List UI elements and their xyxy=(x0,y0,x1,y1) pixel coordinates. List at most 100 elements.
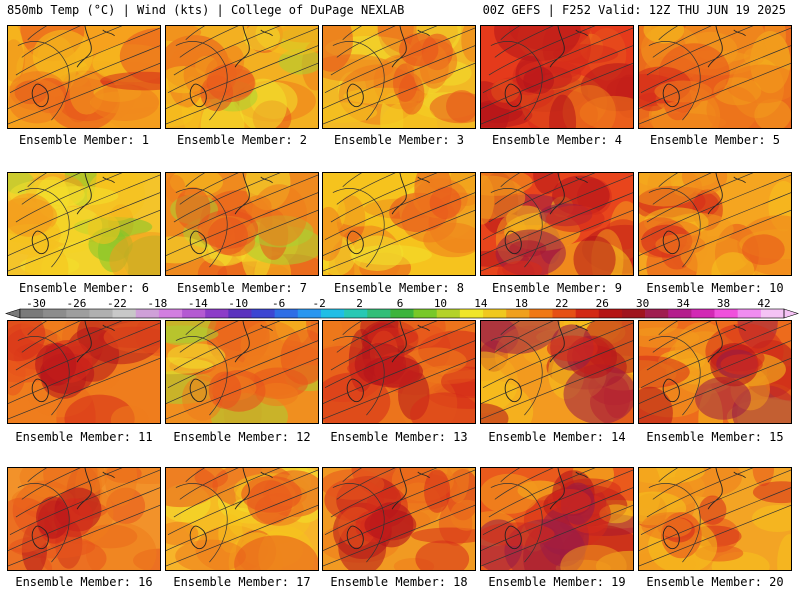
temperature-field-icon xyxy=(166,26,318,128)
colorbar-swatch xyxy=(552,309,576,318)
colorbar-tick-label: 30 xyxy=(636,297,649,310)
temperature-field-icon xyxy=(639,26,791,128)
colorbar-tick-label: 22 xyxy=(555,297,568,310)
ensemble-member-map xyxy=(7,467,161,571)
ensemble-member-map xyxy=(480,320,634,424)
colorbar-swatch xyxy=(66,309,90,318)
ensemble-member-map xyxy=(480,172,634,276)
ensemble-member-map xyxy=(165,320,319,424)
temperature-field-icon xyxy=(166,321,318,423)
colorbar-swatch xyxy=(135,309,160,318)
colorbar-swatch xyxy=(20,309,44,318)
colorbar-tick-label: 34 xyxy=(676,297,690,310)
temperature-field-icon xyxy=(323,26,475,128)
temperature-field-icon xyxy=(8,321,160,423)
ensemble-member-map xyxy=(322,320,476,424)
colorbar-tick-label: -6 xyxy=(272,297,285,310)
colorbar-tick-label: -2 xyxy=(312,297,325,310)
colorbar-max-arrow-icon xyxy=(783,308,799,319)
ensemble-member-label: Ensemble Member: 18 xyxy=(330,575,468,589)
ensemble-member-label: Ensemble Member: 14 xyxy=(488,430,626,444)
colorbar-swatch xyxy=(714,309,738,318)
ensemble-member-map xyxy=(480,25,634,129)
ensemble-member-label: Ensemble Member: 15 xyxy=(646,430,784,444)
temperature-field-icon xyxy=(639,321,791,423)
colorbar-swatch xyxy=(89,309,113,318)
ensemble-member-map xyxy=(322,25,476,129)
colorbar-tick-label: 14 xyxy=(474,297,488,310)
ensemble-member-map xyxy=(480,467,634,571)
temperature-field-icon xyxy=(323,468,475,570)
colorbar-swatch xyxy=(645,309,669,318)
ensemble-member-label: Ensemble Member: 5 xyxy=(649,133,781,147)
colorbar-swatch xyxy=(598,309,623,318)
temperature-field-icon xyxy=(166,468,318,570)
colorbar-min-arrow-icon xyxy=(5,308,21,319)
ensemble-member-map xyxy=(638,172,792,276)
ensemble-member-map xyxy=(638,320,792,424)
colorbar-swatch xyxy=(182,309,206,318)
colorbar-tick-label: -26 xyxy=(67,297,87,310)
ensemble-member-label: Ensemble Member: 10 xyxy=(646,281,784,295)
ensemble-member-map xyxy=(165,467,319,571)
ensemble-member-label: Ensemble Member: 13 xyxy=(330,430,468,444)
colorbar-tick-label: 6 xyxy=(397,297,404,310)
colorbar-swatch xyxy=(575,309,600,318)
colorbar-tick-label: 26 xyxy=(596,297,609,310)
ensemble-member-label: Ensemble Member: 2 xyxy=(176,133,308,147)
colorbar-tick-label: -18 xyxy=(147,297,167,310)
ensemble-member-map xyxy=(165,25,319,129)
colorbar-tick-label: 2 xyxy=(356,297,363,310)
colorbar-swatch xyxy=(413,309,438,318)
ensemble-member-map xyxy=(7,320,161,424)
ensemble-member-map xyxy=(7,25,161,129)
colorbar-tick-label: 18 xyxy=(515,297,528,310)
colorbar-swatch xyxy=(760,309,785,318)
colorbar-swatch xyxy=(205,309,229,318)
ensemble-member-map xyxy=(638,467,792,571)
ensemble-member-label: Ensemble Member: 17 xyxy=(173,575,311,589)
ensemble-member-label: Ensemble Member: 19 xyxy=(488,575,626,589)
colorbar-swatch xyxy=(737,309,762,318)
temperature-field-icon xyxy=(481,468,633,570)
ensemble-member-map xyxy=(322,172,476,276)
ensemble-member-label: Ensemble Member: 3 xyxy=(333,133,465,147)
map-title: 850mb Temp (°C) | Wind (kts) | College o… xyxy=(7,3,405,17)
ensemble-member-map xyxy=(7,172,161,276)
ensemble-member-label: Ensemble Member: 6 xyxy=(18,281,150,295)
ensemble-member-label: Ensemble Member: 4 xyxy=(491,133,623,147)
ensemble-member-label: Ensemble Member: 12 xyxy=(173,430,311,444)
ensemble-member-label: Ensemble Member: 1 xyxy=(18,133,150,147)
ensemble-member-label: Ensemble Member: 11 xyxy=(15,430,153,444)
colorbar-tick-label: 38 xyxy=(717,297,730,310)
colorbar-swatch xyxy=(621,309,646,318)
colorbar-swatch xyxy=(320,309,345,318)
temperature-field-icon xyxy=(323,321,475,423)
colorbar-tick-label: -30 xyxy=(26,297,46,310)
ensemble-member-map xyxy=(322,467,476,571)
ensemble-member-label: Ensemble Member: 7 xyxy=(176,281,308,295)
colorbar-swatch xyxy=(367,309,391,318)
ensemble-member-label: Ensemble Member: 8 xyxy=(333,281,465,295)
ensemble-member-label: Ensemble Member: 16 xyxy=(15,575,153,589)
temperature-field-icon xyxy=(166,173,318,275)
colorbar-swatch xyxy=(251,309,275,318)
colorbar-swatch xyxy=(459,309,484,318)
colorbar-swatch xyxy=(344,309,368,318)
colorbar-swatch xyxy=(529,309,553,318)
colorbar-swatch xyxy=(158,309,183,318)
temperature-field-icon xyxy=(481,173,633,275)
temperature-field-icon xyxy=(8,26,160,128)
colorbar-swatch xyxy=(436,309,461,318)
ensemble-member-map xyxy=(165,172,319,276)
colorbar-swatch xyxy=(483,309,507,318)
valid-time-label: 00Z GEFS | F252 Valid: 12Z THU JUN 19 20… xyxy=(482,3,786,17)
colorbar-tick-label: -22 xyxy=(107,297,127,310)
colorbar-swatch xyxy=(112,309,137,318)
temperature-field-icon xyxy=(8,173,160,275)
colorbar-swatch xyxy=(390,309,414,318)
temperature-field-icon xyxy=(323,173,475,275)
temperature-field-icon xyxy=(8,468,160,570)
colorbar-tick-label: -10 xyxy=(228,297,248,310)
colorbar-swatch xyxy=(274,309,299,318)
